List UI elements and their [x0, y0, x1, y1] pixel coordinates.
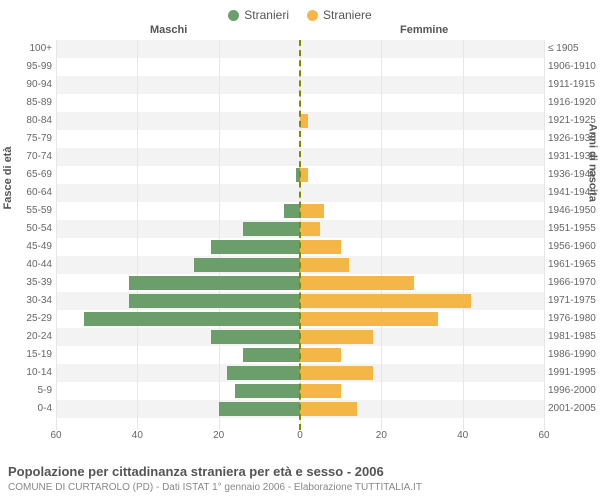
footer: Popolazione per cittadinanza straniera p…	[8, 464, 592, 494]
birth-year-label: 1916-1920	[546, 98, 600, 108]
age-label: 35-39	[0, 278, 54, 288]
bar-male	[227, 366, 300, 380]
bar-female	[300, 330, 373, 344]
legend-item: Stranieri	[228, 6, 289, 24]
age-label: 0-4	[0, 404, 54, 414]
birth-year-label: 1941-1945	[546, 188, 600, 198]
age-label: 75-79	[0, 134, 54, 144]
birth-year-label: 1951-1955	[546, 224, 600, 234]
x-tick-label: 60	[538, 430, 549, 441]
y-axis-right-labels: ≤ 1905 1906-1910 1911-1915 1916-1920 1921-19…	[546, 40, 600, 430]
bar-female	[300, 294, 471, 308]
age-label: 30-34	[0, 296, 54, 306]
x-tick-label: 40	[457, 430, 468, 441]
birth-year-label: 1931-1935	[546, 152, 600, 162]
column-header-female: Femmine	[400, 24, 448, 36]
x-tick-label: 40	[132, 430, 143, 441]
legend-swatch	[307, 10, 318, 21]
bar-female	[300, 384, 341, 398]
bar-female	[300, 258, 349, 272]
bar-female	[300, 168, 308, 182]
column-headers: Maschi Femmine	[0, 24, 600, 40]
age-label: 25-29	[0, 314, 54, 324]
x-tick-label: 20	[213, 430, 224, 441]
age-label: 20-24	[0, 332, 54, 342]
bar-male	[84, 312, 300, 326]
birth-year-label: 1926-1930	[546, 134, 600, 144]
birth-year-label: 2001-2005	[546, 404, 600, 414]
legend-label: Straniere	[323, 8, 372, 22]
birth-year-label: 1966-1970	[546, 278, 600, 288]
age-label: 95-99	[0, 62, 54, 72]
legend: Stranieri Straniere	[0, 0, 600, 24]
age-label: 50-54	[0, 224, 54, 234]
birth-year-label: 1986-1990	[546, 350, 600, 360]
age-label: 60-64	[0, 188, 54, 198]
bar-male	[219, 402, 300, 416]
birth-year-label: 1956-1960	[546, 242, 600, 252]
x-tick-label: 20	[376, 430, 387, 441]
age-label: 40-44	[0, 260, 54, 270]
bar-male	[243, 222, 300, 236]
birth-year-label: 1906-1910	[546, 62, 600, 72]
birth-year-label: 1981-1985	[546, 332, 600, 342]
age-label: 5-9	[0, 386, 54, 396]
age-label: 10-14	[0, 368, 54, 378]
y-axis-left-labels: 100+ 95-99 90-94 85-89 80-84 75-79 70-74 65-69 6…	[0, 40, 54, 430]
birth-year-label: 1991-1995	[546, 368, 600, 378]
x-axis-labels: 6040200204060	[56, 430, 544, 444]
age-label: 70-74	[0, 152, 54, 162]
birth-year-label: 1936-1940	[546, 170, 600, 180]
legend-item: Straniere	[307, 6, 372, 24]
bar-male	[284, 204, 300, 218]
bar-male	[235, 384, 300, 398]
age-label: 90-94	[0, 80, 54, 90]
age-label: 65-69	[0, 170, 54, 180]
x-tick-label: 60	[50, 430, 61, 441]
age-label: 55-59	[0, 206, 54, 216]
bar-male	[129, 276, 300, 290]
age-label: 100+	[0, 44, 54, 54]
birth-year-label: 1996-2000	[546, 386, 600, 396]
bar-female	[300, 402, 357, 416]
bar-female	[300, 348, 341, 362]
population-pyramid-chart: StranieriStraniere Maschi Femmine Fasce …	[0, 0, 600, 500]
bar-female	[300, 240, 341, 254]
bar-female	[300, 204, 324, 218]
age-label: 80-84	[0, 116, 54, 126]
birth-year-label: 1921-1925	[546, 116, 600, 126]
birth-year-label: 1971-1975	[546, 296, 600, 306]
x-tick-label: 0	[297, 430, 303, 441]
birth-year-label: 1976-1980	[546, 314, 600, 324]
legend-swatch	[228, 10, 239, 21]
plot-area	[56, 40, 544, 430]
birth-year-label: 1961-1965	[546, 260, 600, 270]
birth-year-label: ≤ 1905	[546, 44, 600, 54]
bar-male	[129, 294, 300, 308]
age-label: 15-19	[0, 350, 54, 360]
footer-title: Popolazione per cittadinanza straniera p…	[8, 464, 592, 481]
bar-female	[300, 222, 320, 236]
bar-female	[300, 276, 414, 290]
bar-male	[194, 258, 300, 272]
bar-female	[300, 114, 308, 128]
grid-vline	[544, 40, 545, 430]
bar-female	[300, 312, 438, 326]
column-header-male: Maschi	[150, 24, 187, 36]
footer-subtitle: COMUNE DI CURTAROLO (PD) - Dati ISTAT 1°…	[8, 481, 592, 494]
birth-year-label: 1911-1915	[546, 80, 600, 90]
bar-female	[300, 366, 373, 380]
legend-label: Stranieri	[244, 8, 289, 22]
age-label: 45-49	[0, 242, 54, 252]
bar-male	[211, 330, 300, 344]
bar-male	[211, 240, 300, 254]
bar-male	[243, 348, 300, 362]
birth-year-label: 1946-1950	[546, 206, 600, 216]
center-line	[299, 40, 301, 430]
age-label: 85-89	[0, 98, 54, 108]
